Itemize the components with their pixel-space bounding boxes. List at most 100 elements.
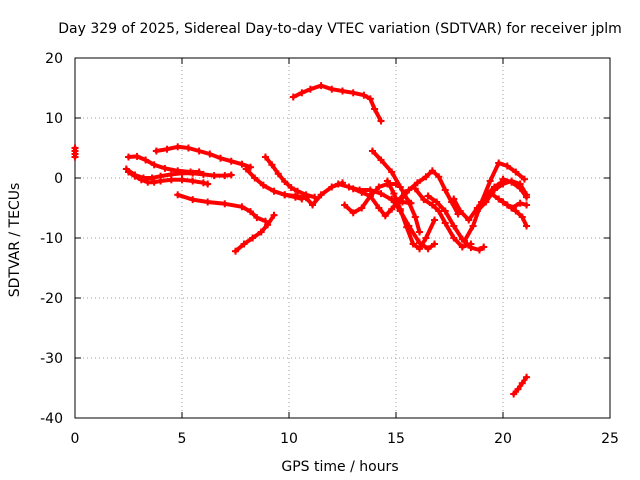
data-point	[221, 200, 229, 208]
y-axis: -40 -30 -20 -10 0 10 20	[40, 51, 610, 427]
data-point	[512, 207, 520, 215]
data-point	[467, 244, 475, 252]
data-point	[366, 95, 374, 103]
data-point	[371, 105, 379, 113]
data-point	[199, 170, 207, 178]
data-point	[411, 185, 419, 193]
data-point	[523, 193, 531, 201]
series-arc-11	[289, 82, 385, 125]
data-point	[405, 198, 413, 206]
series-line	[501, 177, 529, 200]
data-point	[405, 186, 413, 194]
data-point	[238, 160, 246, 168]
data-point	[424, 245, 432, 253]
data-point	[366, 192, 374, 200]
data-point	[341, 201, 349, 209]
data-point	[227, 157, 235, 165]
data-point	[413, 179, 421, 187]
data-point	[206, 150, 214, 158]
data-point	[150, 161, 158, 169]
data-point	[486, 189, 494, 197]
data-point	[381, 212, 389, 220]
data-point	[473, 207, 481, 215]
y-tick-label: -10	[40, 231, 63, 247]
data-point	[274, 170, 282, 178]
data-point	[416, 245, 424, 253]
data-point	[495, 159, 503, 167]
series-arc-20	[424, 192, 488, 254]
data-point	[125, 153, 132, 161]
data-point	[360, 91, 368, 99]
data-point	[523, 201, 531, 209]
data-point	[281, 191, 289, 199]
data-point	[204, 180, 212, 188]
data-point	[232, 247, 239, 255]
data-point	[512, 168, 520, 176]
data-point	[291, 192, 299, 200]
series-line	[291, 83, 383, 123]
x-axis: 0 5 10 15 20 25	[71, 58, 619, 447]
data-point	[499, 175, 507, 183]
data-point	[523, 373, 531, 381]
series-line	[385, 179, 437, 251]
data-point	[294, 187, 302, 195]
data-point	[514, 385, 522, 393]
data-point	[174, 143, 182, 151]
data-point	[368, 147, 376, 155]
data-point	[227, 171, 235, 179]
data-point	[184, 144, 192, 152]
data-point	[495, 195, 503, 203]
y-tick-label: 20	[45, 51, 63, 67]
data-point	[520, 175, 528, 183]
data-point	[328, 183, 336, 191]
data-point	[349, 209, 357, 217]
data-point	[270, 211, 278, 219]
data-point	[431, 240, 439, 248]
data-point	[458, 243, 466, 251]
data-point	[383, 177, 391, 185]
data-point	[450, 195, 458, 203]
data-point	[210, 172, 218, 180]
data-point	[287, 184, 295, 192]
data-point	[339, 87, 346, 95]
y-tick-label: 0	[54, 171, 63, 187]
data-point	[435, 207, 443, 215]
data-point	[167, 176, 175, 184]
series-arc-26	[499, 175, 531, 201]
data-point	[144, 178, 152, 186]
data-point	[388, 195, 396, 203]
data-point	[189, 196, 197, 204]
data-point	[456, 207, 464, 215]
series-arc-06	[174, 191, 269, 225]
data-point	[518, 213, 526, 221]
y-tick-label: -20	[40, 291, 63, 307]
data-point	[450, 222, 458, 230]
data-point	[508, 204, 516, 212]
data-point	[264, 221, 272, 229]
data-point	[469, 222, 477, 230]
data-point	[422, 173, 430, 181]
data-point	[441, 207, 449, 215]
data-point	[518, 379, 526, 387]
data-point	[480, 243, 488, 251]
series-line	[126, 154, 202, 174]
data-point	[416, 239, 424, 247]
data-point	[416, 228, 424, 236]
data-point	[366, 186, 374, 194]
data-point	[187, 168, 195, 176]
series-line	[233, 213, 276, 254]
data-point	[174, 167, 182, 175]
data-point	[131, 172, 139, 180]
data-point	[306, 85, 314, 93]
data-point	[510, 390, 518, 398]
data-point	[268, 161, 276, 169]
data-point	[257, 228, 265, 236]
data-point	[375, 204, 383, 212]
data-point	[345, 183, 353, 191]
data-point	[486, 177, 494, 185]
data-point	[249, 234, 257, 242]
series-arc-22	[460, 159, 528, 245]
x-tick-label: 0	[71, 431, 80, 447]
data-point	[523, 222, 531, 230]
